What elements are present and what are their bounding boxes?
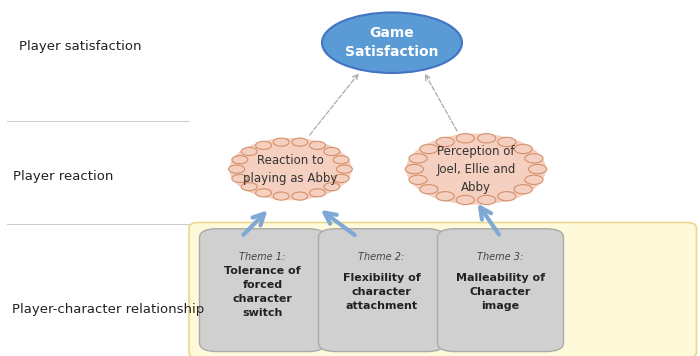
Ellipse shape	[477, 195, 496, 205]
Ellipse shape	[436, 137, 454, 147]
Ellipse shape	[309, 189, 326, 197]
Ellipse shape	[456, 195, 475, 205]
Ellipse shape	[406, 134, 546, 205]
Ellipse shape	[514, 144, 532, 153]
Ellipse shape	[528, 164, 547, 174]
Ellipse shape	[241, 147, 257, 156]
FancyBboxPatch shape	[318, 229, 444, 352]
Ellipse shape	[514, 185, 532, 194]
Ellipse shape	[309, 141, 326, 150]
Text: Theme 1:: Theme 1:	[239, 252, 286, 262]
Text: Theme 3:: Theme 3:	[477, 252, 524, 262]
Ellipse shape	[229, 165, 244, 173]
Ellipse shape	[420, 185, 438, 194]
Ellipse shape	[409, 154, 427, 163]
Ellipse shape	[232, 174, 248, 183]
Text: Tolerance of
forced
character
switch: Tolerance of forced character switch	[224, 266, 301, 318]
Text: Flexibility of
character
attachment: Flexibility of character attachment	[342, 273, 421, 311]
Text: Game
Satisfaction: Game Satisfaction	[345, 26, 439, 59]
Ellipse shape	[405, 164, 424, 174]
Text: Theme 2:: Theme 2:	[358, 252, 405, 262]
FancyBboxPatch shape	[199, 229, 326, 352]
Ellipse shape	[498, 137, 516, 147]
Text: Perception of
Joel, Ellie and
Abby: Perception of Joel, Ellie and Abby	[436, 145, 516, 194]
Ellipse shape	[525, 175, 543, 184]
Ellipse shape	[256, 141, 272, 150]
Ellipse shape	[292, 138, 308, 146]
Ellipse shape	[498, 192, 516, 201]
FancyBboxPatch shape	[438, 229, 564, 352]
Ellipse shape	[333, 174, 349, 183]
Ellipse shape	[232, 156, 248, 164]
Ellipse shape	[273, 138, 289, 146]
Ellipse shape	[477, 134, 496, 143]
Ellipse shape	[322, 12, 462, 73]
Ellipse shape	[333, 156, 349, 164]
Text: Malleability of
Character
image: Malleability of Character image	[456, 273, 545, 311]
Ellipse shape	[436, 192, 454, 201]
Text: Player-character relationship: Player-character relationship	[13, 303, 204, 316]
Ellipse shape	[456, 134, 475, 143]
Ellipse shape	[273, 192, 289, 200]
Ellipse shape	[324, 183, 340, 191]
Text: Player reaction: Player reaction	[13, 170, 113, 183]
Ellipse shape	[324, 147, 340, 156]
Text: Reaction to
playing as Abby: Reaction to playing as Abby	[244, 153, 337, 185]
Ellipse shape	[292, 192, 308, 200]
FancyBboxPatch shape	[189, 222, 696, 356]
Ellipse shape	[230, 138, 351, 200]
Ellipse shape	[241, 183, 257, 191]
Ellipse shape	[337, 165, 352, 173]
Ellipse shape	[256, 189, 272, 197]
Ellipse shape	[525, 154, 543, 163]
Text: Player satisfaction: Player satisfaction	[20, 40, 141, 53]
Ellipse shape	[420, 144, 438, 153]
Ellipse shape	[409, 175, 427, 184]
